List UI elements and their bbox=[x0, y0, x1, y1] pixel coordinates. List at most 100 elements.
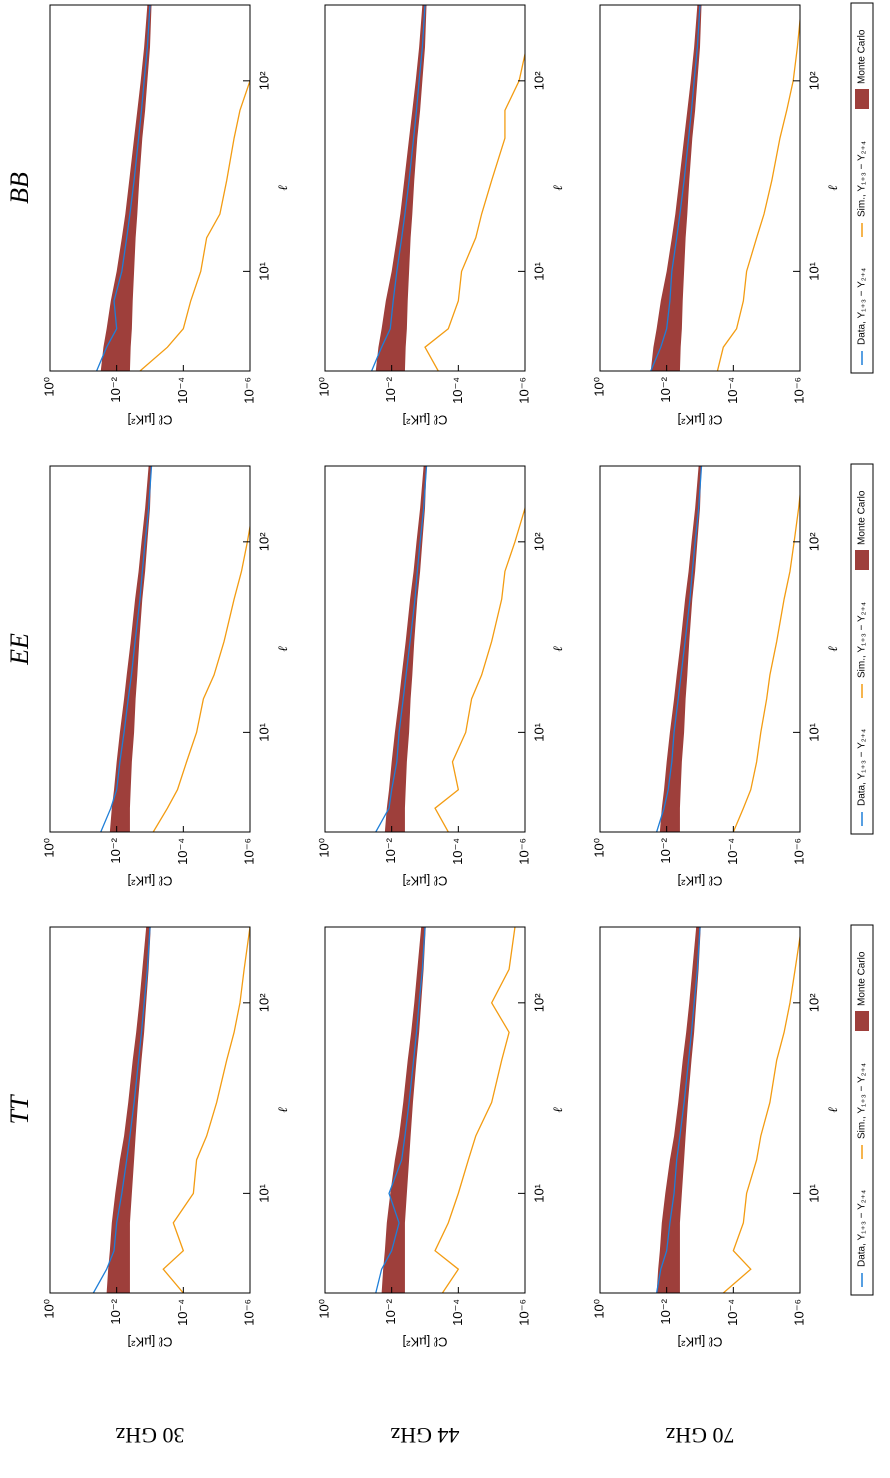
plot-area bbox=[650, 5, 800, 371]
y-axis-label: Cℓ [µK²] bbox=[678, 874, 723, 889]
x-tick-label: 10¹ bbox=[256, 722, 271, 741]
y-tick-label: 10⁻⁴ bbox=[175, 377, 190, 404]
y-tick-label: 10⁰ bbox=[41, 377, 56, 397]
y-axis-label: Cℓ [µK²] bbox=[678, 1335, 723, 1350]
y-tick-label: 10⁻⁴ bbox=[450, 377, 465, 404]
series-line bbox=[375, 466, 428, 832]
y-tick-label: 10⁰ bbox=[316, 377, 331, 397]
y-tick-label: 10⁻⁶ bbox=[791, 1299, 806, 1326]
mc-band bbox=[384, 466, 427, 832]
x-tick-label: 10² bbox=[531, 532, 546, 551]
y-tick-label: 10⁻² bbox=[108, 376, 123, 402]
plot-frame bbox=[324, 4, 526, 372]
plot-area bbox=[95, 5, 250, 371]
plot-area bbox=[92, 927, 250, 1293]
plot-area bbox=[370, 5, 525, 371]
y-tick-label: 10⁻⁶ bbox=[241, 838, 256, 865]
x-axis-label: ℓ bbox=[275, 1107, 290, 1113]
series-line bbox=[92, 927, 151, 1293]
x-tick-label: 10¹ bbox=[806, 261, 821, 280]
mc-band bbox=[659, 466, 702, 832]
x-tick-label: 10² bbox=[806, 993, 821, 1012]
plot-area bbox=[656, 466, 800, 832]
x-axis-label: ℓ bbox=[550, 1107, 565, 1113]
y-tick-label: 10⁻⁴ bbox=[725, 377, 740, 404]
plot-frame bbox=[599, 465, 801, 833]
mc-band bbox=[106, 927, 151, 1293]
plot-frame bbox=[324, 926, 526, 1294]
y-tick-label: 10⁻² bbox=[658, 376, 673, 402]
row-label: 30 GHz bbox=[115, 1423, 184, 1448]
series-line bbox=[375, 927, 426, 1293]
series-line bbox=[716, 5, 800, 371]
y-tick-label: 10⁻² bbox=[383, 376, 398, 402]
series-line bbox=[655, 927, 701, 1293]
y-tick-label: 10⁻⁴ bbox=[725, 838, 740, 865]
y-tick-label: 10⁻² bbox=[108, 837, 123, 863]
y-tick-label: 10⁻² bbox=[108, 1298, 123, 1324]
legend-label: Data, Y₁₊₃ − Y₂₊₄ bbox=[857, 1190, 868, 1267]
plot-frame bbox=[49, 926, 251, 1294]
mc-band bbox=[650, 5, 702, 371]
series-line bbox=[434, 466, 525, 832]
legend-label: Monte Carlo bbox=[857, 490, 868, 545]
legend-label: Sim., Y₁₊₃ − Y₂₊₄ bbox=[857, 141, 868, 217]
y-tick-label: 10⁻⁴ bbox=[725, 1299, 740, 1326]
y-tick-label: 10⁻⁴ bbox=[175, 1299, 190, 1326]
plot-area bbox=[100, 466, 250, 832]
series-line bbox=[162, 927, 250, 1293]
plot-area bbox=[375, 927, 516, 1293]
series-line bbox=[650, 5, 701, 371]
legend-label: Monte Carlo bbox=[857, 29, 868, 84]
column-title: TT bbox=[5, 1094, 34, 1124]
y-tick-label: 10⁻² bbox=[383, 1298, 398, 1324]
legend-label: Monte Carlo bbox=[857, 951, 868, 1006]
y-tick-label: 10⁻² bbox=[658, 1298, 673, 1324]
series-line bbox=[100, 466, 153, 832]
x-tick-label: 10¹ bbox=[531, 1183, 546, 1202]
x-tick-label: 10² bbox=[256, 993, 271, 1012]
plot-frame bbox=[49, 4, 251, 372]
x-axis-label: ℓ bbox=[275, 646, 290, 652]
y-tick-label: 10⁰ bbox=[41, 1299, 56, 1319]
mc-band bbox=[109, 466, 152, 832]
x-axis-label: ℓ bbox=[275, 185, 290, 191]
y-axis-label: Cℓ [µK²] bbox=[403, 1335, 448, 1350]
series-line bbox=[370, 5, 426, 371]
legend-swatch bbox=[855, 89, 869, 109]
x-tick-label: 10¹ bbox=[531, 261, 546, 280]
mc-band bbox=[381, 927, 426, 1293]
y-tick-label: 10⁰ bbox=[316, 838, 331, 858]
x-tick-label: 10¹ bbox=[806, 1183, 821, 1202]
series-line bbox=[95, 5, 151, 371]
x-tick-label: 10¹ bbox=[806, 722, 821, 741]
x-tick-label: 10¹ bbox=[531, 722, 546, 741]
plot-area bbox=[655, 927, 800, 1293]
y-tick-label: 10⁰ bbox=[591, 838, 606, 858]
mc-band bbox=[100, 5, 152, 371]
x-axis-label: ℓ bbox=[550, 646, 565, 652]
series-line bbox=[434, 927, 516, 1293]
x-tick-label: 10¹ bbox=[256, 1183, 271, 1202]
row-label: 44 GHz bbox=[390, 1423, 459, 1448]
legend-swatch bbox=[855, 550, 869, 570]
y-tick-label: 10⁻⁴ bbox=[175, 838, 190, 865]
plot-frame bbox=[599, 926, 801, 1294]
plot-frame bbox=[599, 4, 801, 372]
series-line bbox=[152, 466, 250, 832]
legend-label: Data, Y₁₊₃ − Y₂₊₄ bbox=[857, 268, 868, 345]
series-line bbox=[722, 927, 800, 1293]
x-tick-label: 10² bbox=[256, 71, 271, 90]
x-tick-label: 10² bbox=[806, 71, 821, 90]
plot-frame bbox=[324, 465, 526, 833]
y-axis-label: Cℓ [µK²] bbox=[128, 1335, 173, 1350]
legend-label: Sim., Y₁₊₃ − Y₂₊₄ bbox=[857, 1063, 868, 1139]
x-axis-label: ℓ bbox=[550, 185, 565, 191]
legend-swatch bbox=[855, 1011, 869, 1031]
legend-label: Data, Y₁₊₃ − Y₂₊₄ bbox=[857, 729, 868, 806]
y-axis-label: Cℓ [µK²] bbox=[128, 874, 173, 889]
plot-frame bbox=[49, 465, 251, 833]
x-tick-label: 10² bbox=[806, 532, 821, 551]
mc-band bbox=[656, 927, 701, 1293]
